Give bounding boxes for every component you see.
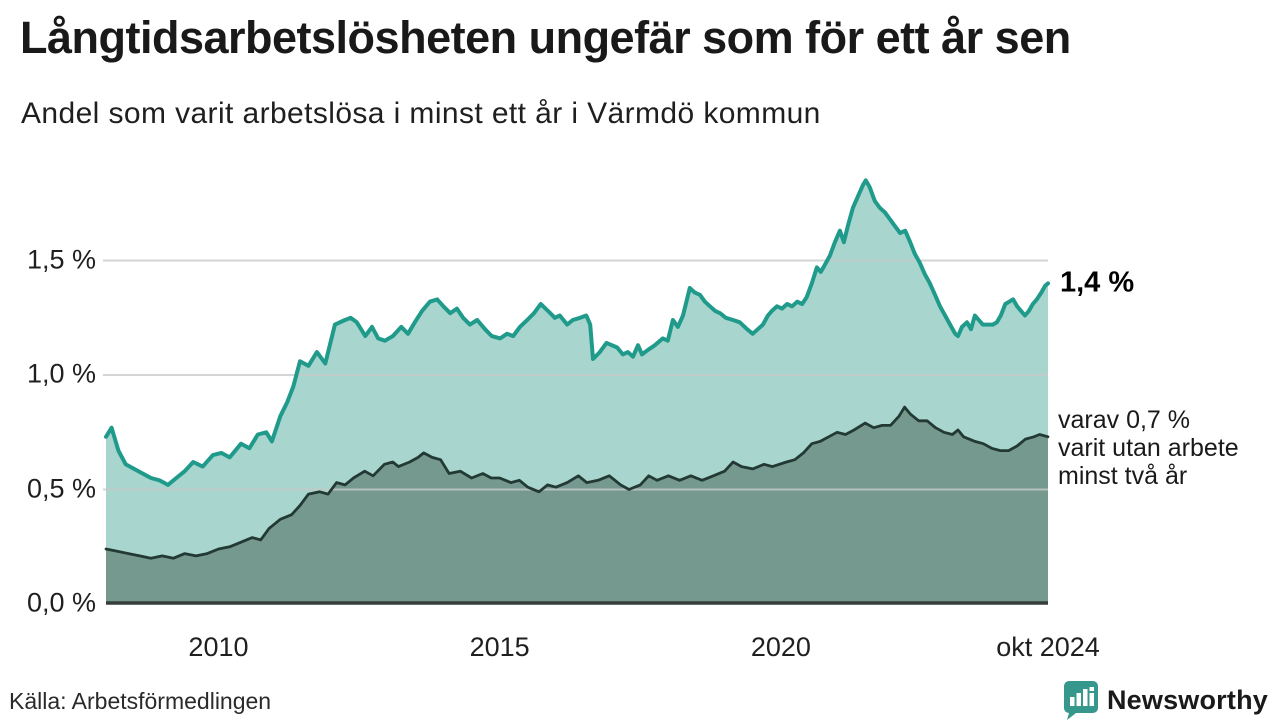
x-tick-label: okt 2024 xyxy=(996,632,1100,662)
newsworthy-logo: Newsworthy xyxy=(1061,680,1268,720)
y-tick-label: 0,0 % xyxy=(26,587,96,618)
newsworthy-logo-text: Newsworthy xyxy=(1106,684,1268,715)
annotation-line: minst två år xyxy=(1058,462,1188,490)
y-tick-label: 1,0 % xyxy=(26,358,96,389)
y-tick-label: 1,5 % xyxy=(26,243,96,274)
annotation-line: varav 0,7 % xyxy=(1058,406,1191,434)
x-tick-label: 2015 xyxy=(469,632,530,662)
newsworthy-logo-icon xyxy=(1063,681,1098,720)
x-tick-label: 2010 xyxy=(188,632,249,662)
series-end-value-label: 1,4 % xyxy=(1060,266,1135,299)
chart-subtitle: Andel som varit arbetslösa i minst ett å… xyxy=(21,97,821,130)
annotation-line: varit utan arbete xyxy=(1058,434,1239,462)
y-tick-label: 0,5 % xyxy=(26,472,96,503)
source-credit: Källa: Arbetsförmedlingen xyxy=(9,688,272,714)
x-tick-label: 2020 xyxy=(750,632,811,662)
series-secondary-annotation: varav 0,7 % varit utan arbete minst två … xyxy=(1058,406,1239,490)
chart-title: Långtidsarbetslösheten ungefär som för e… xyxy=(20,12,1071,63)
